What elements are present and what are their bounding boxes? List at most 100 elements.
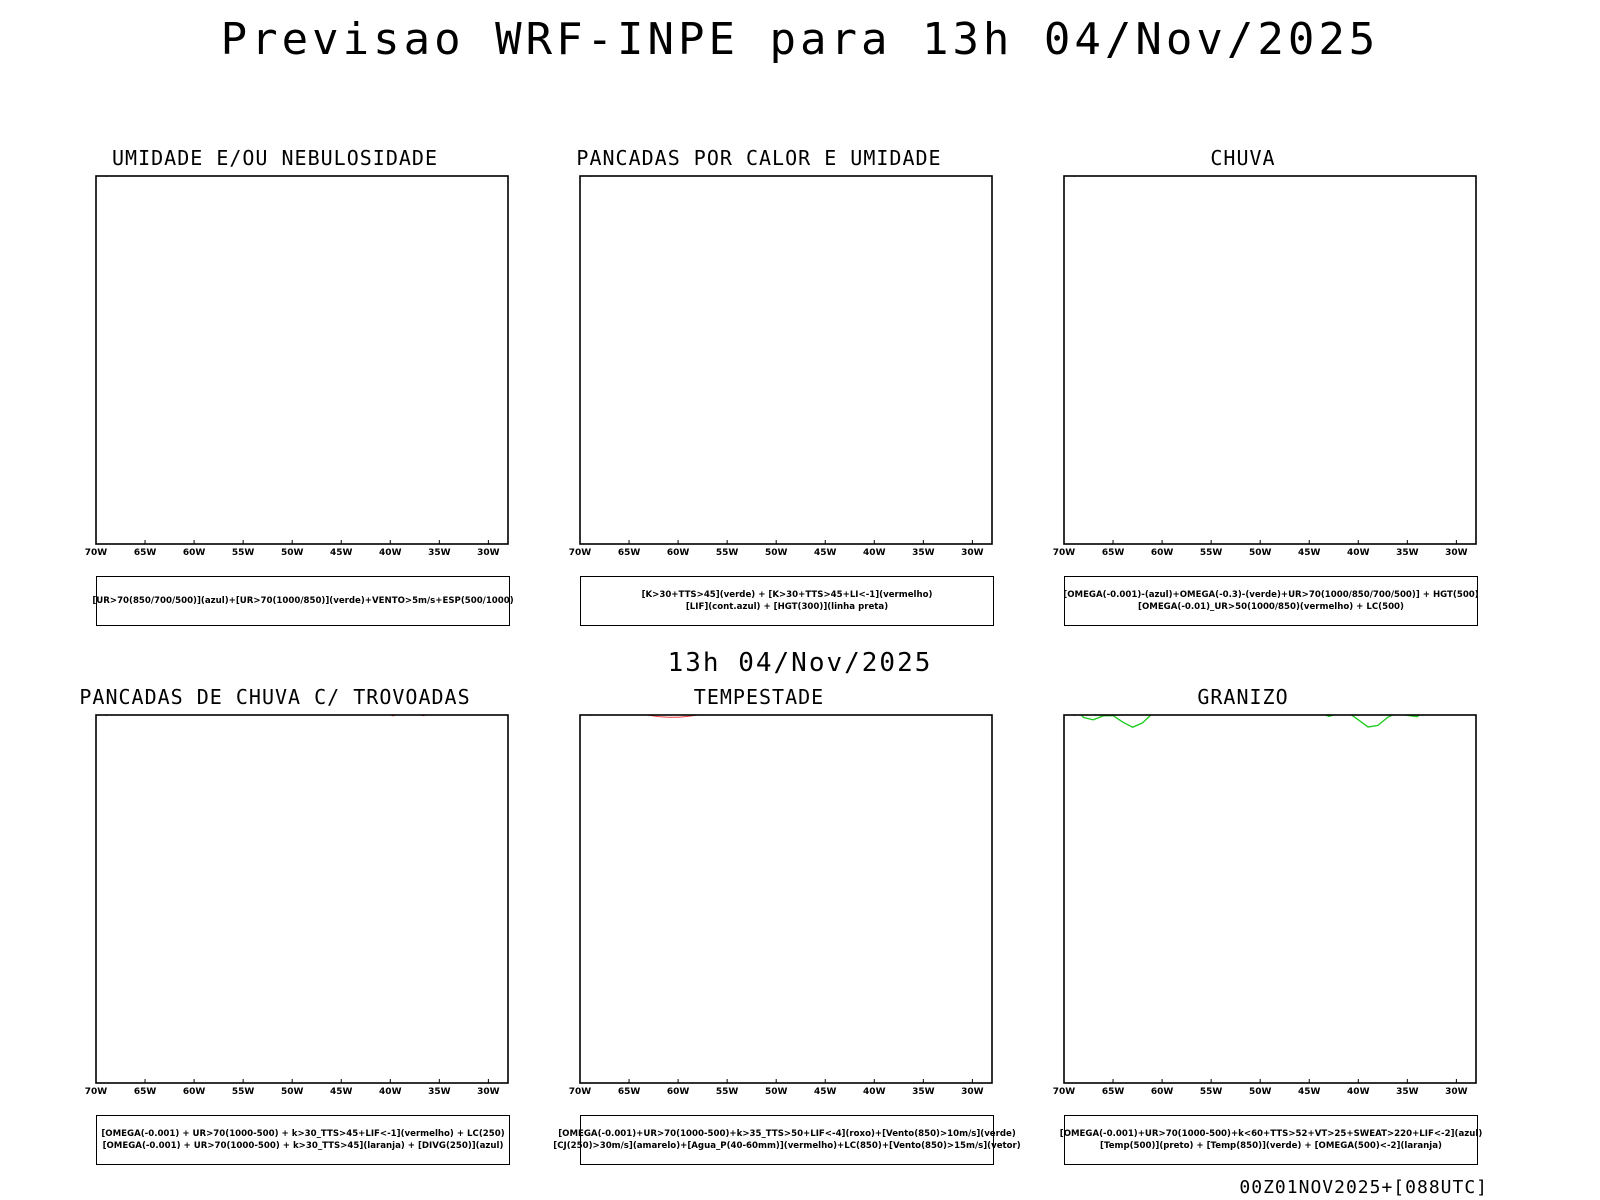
- lon-label: 35W: [1396, 1087, 1419, 1097]
- map-frame: [1063, 714, 1477, 1084]
- legend-line: [OMEGA(-0.001)+UR>70(1000-500)+k<60+TTS>…: [1059, 1129, 1483, 1139]
- legend-line: [OMEGA(-0.001)-(azul)+OMEGA(-0.3)-(verde…: [1063, 590, 1479, 600]
- lon-label: 60W: [183, 548, 206, 558]
- panel-heat-showers: PANCADAS POR CALOR E UMIDADE 96009520944…: [524, 146, 994, 626]
- map-frame: [95, 175, 509, 545]
- lon-label: 65W: [1102, 548, 1125, 558]
- lon-label: 40W: [863, 1087, 886, 1097]
- panel-title: UMIDADE E/OU NEBULOSIDADE: [111, 146, 439, 170]
- lon-label: 30W: [961, 1087, 984, 1097]
- lon-label: 40W: [1347, 1087, 1370, 1097]
- run-time-footer: 00Z01NOV2025+[088UTC]: [1239, 1177, 1488, 1198]
- legend-line: [OMEGA(-0.001) + UR>70(1000-500) + k>30_…: [101, 1129, 505, 1139]
- lon-label: 55W: [232, 548, 255, 558]
- lon-label: 30W: [477, 548, 500, 558]
- map-background: [580, 176, 992, 544]
- lon-label: 70W: [1053, 1087, 1076, 1097]
- panel-title: PANCADAS DE CHUVA C/ TROVOADAS: [79, 685, 471, 709]
- lon-label: 70W: [85, 548, 108, 558]
- panel-legend: [K>30+TTS>45](verde) + [K>30+TTS>45+LI<-…: [580, 576, 994, 626]
- lon-label: 70W: [569, 1087, 592, 1097]
- panel-legend: [OMEGA(-0.001)-(azul)+OMEGA(-0.3)-(verde…: [1063, 576, 1479, 626]
- lon-label: 50W: [281, 548, 304, 558]
- lon-label: 45W: [330, 1087, 353, 1097]
- map-storm: 12S15S18S21S24S27S30S33S36S39S42S70W65W6…: [569, 714, 993, 1097]
- legend-line: [OMEGA(-0.01)_UR>50(1000/850)(vermelho) …: [1138, 602, 1404, 612]
- valid-time-title: 13h 04/Nov/2025: [667, 648, 933, 678]
- map-background: [580, 715, 992, 1083]
- map-frame: [579, 714, 993, 1084]
- map-background: [1064, 715, 1476, 1083]
- map-hail: -9-12-15-18-21-24-15-12-18-1512S15S18S21…: [1053, 714, 1477, 1097]
- lon-label: 50W: [1249, 1087, 1272, 1097]
- lon-label: 40W: [379, 548, 402, 558]
- lon-label: 55W: [1200, 548, 1223, 558]
- map-frame: [95, 714, 509, 1084]
- lon-label: 60W: [1151, 548, 1174, 558]
- panel-title: TEMPESTADE: [693, 685, 825, 709]
- lon-label: 50W: [281, 1087, 304, 1097]
- panel-legend: [OMEGA(-0.001)+UR>70(1000-500)+k<60+TTS>…: [1060, 1115, 1482, 1165]
- lon-label: 35W: [1396, 548, 1419, 558]
- panel-legend: [OMEGA(-0.001) + UR>70(1000-500) + k>30_…: [96, 1115, 510, 1165]
- legend-line: [Temp(500)](preto) + [Temp(850)](verde) …: [1100, 1141, 1442, 1151]
- panel-title: GRANIZO: [1197, 685, 1289, 709]
- map-rain: 5855825795765735705675645615585555525495…: [1053, 175, 1477, 558]
- lon-label: 35W: [428, 1087, 451, 1097]
- lon-label: 65W: [134, 548, 157, 558]
- lon-label: 45W: [814, 1087, 837, 1097]
- panel-rain: CHUVA 5855825795765735705675645615585555…: [1008, 146, 1479, 626]
- lon-label: 30W: [961, 548, 984, 558]
- lon-label: 35W: [912, 1087, 935, 1097]
- lon-label: 65W: [134, 1087, 157, 1097]
- panel-storm: TEMPESTADE 12S15S18S21S24S27S30S33S36S39…: [524, 685, 1021, 1165]
- lon-label: 65W: [1102, 1087, 1125, 1097]
- panel-thunderstorms: PANCADAS DE CHUVA C/ TROVOADAS 12S15S18S…: [40, 685, 510, 1165]
- panel-title: PANCADAS POR CALOR E UMIDADE: [576, 146, 942, 170]
- legend-line: [LIF](cont.azul) + [HGT(300)](linha pret…: [685, 602, 889, 612]
- lon-label: 40W: [863, 548, 886, 558]
- map-humidity: 1012101610081012101610201008570564558552…: [85, 175, 509, 558]
- lon-label: 70W: [1053, 548, 1076, 558]
- lon-label: 70W: [569, 548, 592, 558]
- lon-label: 30W: [1445, 548, 1468, 558]
- lon-label: 60W: [1151, 1087, 1174, 1097]
- panel-title: CHUVA: [1210, 146, 1276, 170]
- map-background: [1064, 176, 1476, 544]
- lon-label: 50W: [765, 548, 788, 558]
- lon-label: 30W: [477, 1087, 500, 1097]
- lon-label: 65W: [618, 548, 641, 558]
- map-frame: [1063, 175, 1477, 545]
- lon-label: 55W: [232, 1087, 255, 1097]
- panel-legend: [OMEGA(-0.001)+UR>70(1000-500)+k>35_TTS>…: [553, 1115, 1021, 1165]
- lon-label: 35W: [912, 548, 935, 558]
- lon-label: 50W: [1249, 548, 1272, 558]
- lon-label: 60W: [183, 1087, 206, 1097]
- legend-line: [K>30+TTS>45](verde) + [K>30+TTS>45+LI<-…: [641, 590, 933, 600]
- lon-label: 50W: [765, 1087, 788, 1097]
- map-background: [96, 176, 508, 544]
- lon-label: 45W: [814, 548, 837, 558]
- lon-label: 40W: [1347, 548, 1370, 558]
- panel-humidity: UMIDADE E/OU NEBULOSIDADE 10121016100810…: [40, 146, 514, 626]
- lon-label: 45W: [330, 548, 353, 558]
- panel-legend: [UR>70(850/700/500)](azul)+[UR>70(1000/8…: [92, 576, 514, 626]
- lon-label: 40W: [379, 1087, 402, 1097]
- lon-label: 30W: [1445, 1087, 1468, 1097]
- lon-label: 55W: [716, 548, 739, 558]
- lon-label: 55W: [716, 1087, 739, 1097]
- legend-line: [OMEGA(-0.001) + UR>70(1000-500) + k>30_…: [102, 1141, 504, 1151]
- lon-label: 35W: [428, 548, 451, 558]
- map-frame: [579, 175, 993, 545]
- lon-label: 55W: [1200, 1087, 1223, 1097]
- main-title: Previsao WRF-INPE para 13h 04/Nov/2025: [220, 14, 1380, 65]
- lon-label: 60W: [667, 548, 690, 558]
- map-heat-showers: 9600952094409360928092009040960095209440…: [569, 175, 993, 558]
- lon-label: 45W: [1298, 548, 1321, 558]
- legend-line: [UR>70(850/700/500)](azul)+[UR>70(1000/8…: [92, 596, 514, 606]
- legend-line: [CJ(250)>30m/s](amarelo)+[Agua_P(40-60mm…: [553, 1141, 1021, 1151]
- legend-line: [OMEGA(-0.001)+UR>70(1000-500)+k>35_TTS>…: [558, 1129, 1016, 1139]
- lon-label: 65W: [618, 1087, 641, 1097]
- lon-label: 60W: [667, 1087, 690, 1097]
- map-thunderstorms: 12S15S18S21S24S27S30S33S36S39S42S70W65W6…: [85, 714, 509, 1097]
